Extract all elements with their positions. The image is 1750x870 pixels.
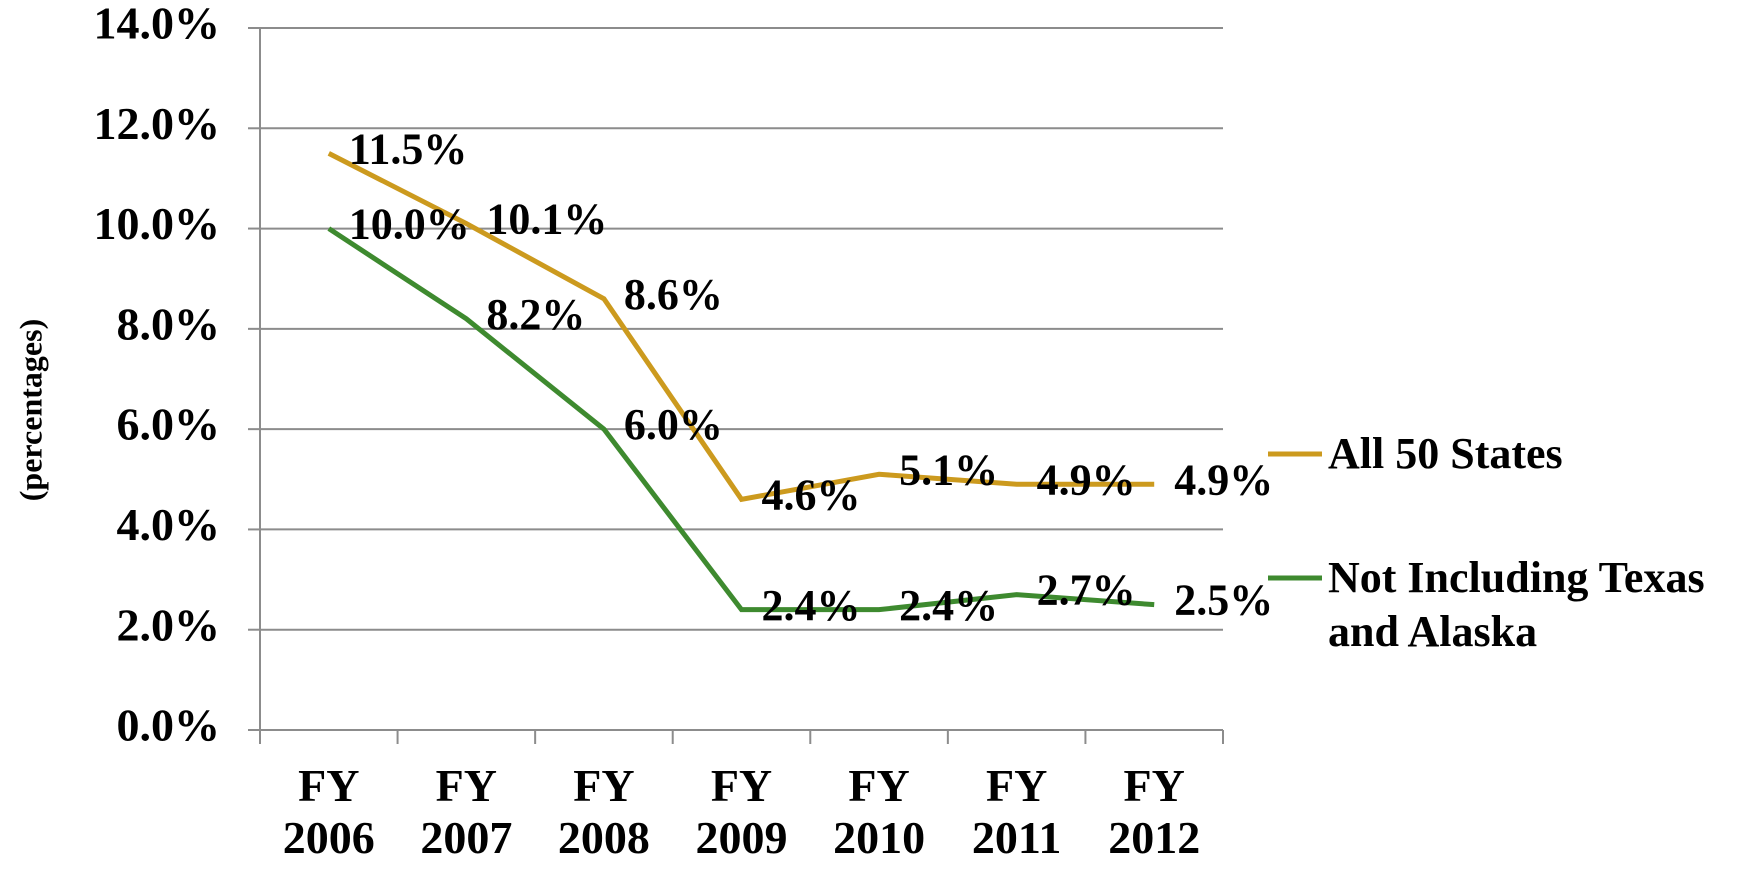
data-label: 6.0% [624,400,723,449]
data-label: 11.5% [349,124,468,173]
data-label: 2.5% [1174,576,1273,625]
x-tick-label: FY 2007 [420,760,513,863]
data-label: 10.1% [486,195,607,244]
data-label: 4.9% [1037,455,1136,504]
data-label: 8.2% [486,290,585,339]
data-label: 4.6% [762,470,861,519]
data-label: 4.9% [1174,455,1273,504]
y-tick-label: 8.0% [117,298,221,349]
x-tick-label: FY 2006 [282,760,375,863]
data-label: 2.4% [899,581,998,630]
x-tick-label: FY 2012 [1108,760,1201,863]
y-tick-label: 6.0% [117,399,221,450]
data-label: 8.6% [624,270,723,319]
x-tick-label: FY 2009 [695,760,788,863]
x-tick-label: FY 2010 [833,760,926,863]
legend-label: All 50 States [1328,429,1563,478]
data-label: 10.0% [349,200,470,249]
x-tick-label: FY 2008 [557,760,650,863]
y-axis-label: (percentages) [12,319,48,501]
y-tick-label: 2.0% [117,599,221,650]
legend-label: Not Including Texas and Alaska [1328,553,1705,656]
data-label: 2.4% [762,581,861,630]
y-tick-label: 10.0% [94,198,221,249]
y-tick-label: 12.0% [94,98,221,149]
line [327,226,1155,613]
data-label: 5.1% [899,445,998,494]
x-tick-label: FY 2011 [971,760,1062,863]
y-tick-label: 4.0% [117,499,221,550]
y-tick-label: 14.0% [94,0,221,49]
data-label: 2.7% [1037,566,1136,615]
y-tick-label: 0.0% [117,700,221,751]
line [327,151,1155,503]
